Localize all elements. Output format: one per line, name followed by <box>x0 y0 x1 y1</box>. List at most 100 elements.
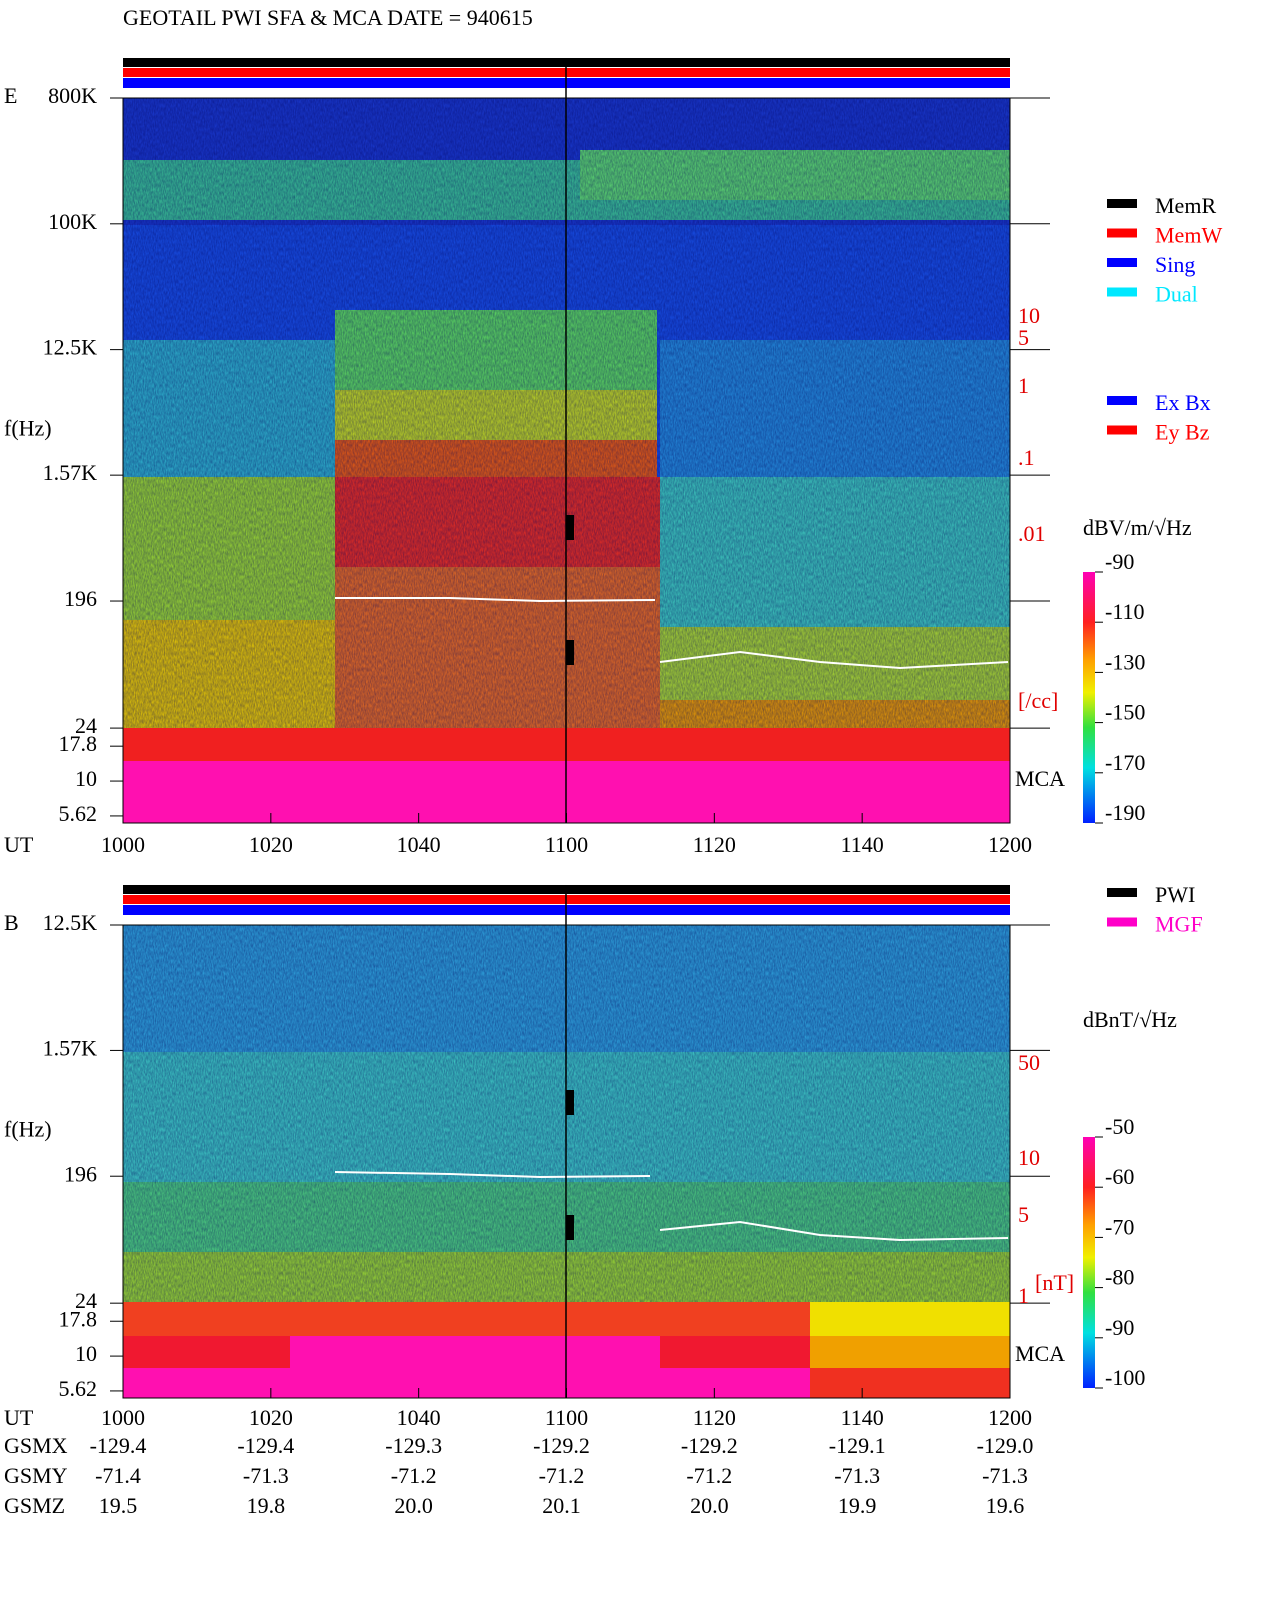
legend-label: MGF <box>1155 912 1203 937</box>
orbit-value: -129.4 <box>237 1433 294 1458</box>
colorbar-tick-label: -100 <box>1105 1365 1145 1390</box>
orbit-value: -71.2 <box>686 1463 732 1488</box>
y-tick-label: 24 <box>75 1288 97 1313</box>
y-tick-label: 10 <box>75 766 97 791</box>
density-tick-label: 10 <box>1018 303 1040 328</box>
colorbar-tick-label: -190 <box>1105 800 1145 825</box>
colorbar-tick-label: -130 <box>1105 649 1145 674</box>
density-tick-label: 10 <box>1018 1145 1040 1170</box>
density-tick-label: 5 <box>1018 325 1029 350</box>
colorbar-tick-label: -90 <box>1105 549 1134 574</box>
panel-label: E <box>4 83 17 108</box>
colorbar-tick-label: -110 <box>1105 599 1145 624</box>
x-tick-label: 1100 <box>545 832 588 857</box>
x-tick-label: 1000 <box>101 1405 145 1430</box>
density-tick-label: 1 <box>1018 1283 1029 1308</box>
x-tick-label: 1120 <box>693 832 736 857</box>
x-tick-label: 1040 <box>397 832 441 857</box>
legend-label: MemW <box>1155 223 1222 248</box>
legend-swatch <box>1107 425 1137 435</box>
legend-swatch <box>1107 917 1137 927</box>
legend-label: Dual <box>1155 282 1198 307</box>
orbit-value: -129.3 <box>385 1433 442 1458</box>
density-tick-label: .01 <box>1018 521 1046 546</box>
orbit-value: -129.2 <box>533 1433 590 1458</box>
y-tick-label: 1.57K <box>43 1035 98 1060</box>
orbit-value: -129.2 <box>681 1433 738 1458</box>
orbit-value: -71.3 <box>982 1463 1028 1488</box>
orbit-value: -71.3 <box>243 1463 289 1488</box>
colorbar-tick-label: -60 <box>1105 1164 1134 1189</box>
x-axis-label: UT <box>4 832 34 857</box>
colorbar-label: dBV/m/√Hz <box>1083 515 1192 540</box>
x-tick-label: 1140 <box>841 832 884 857</box>
orbit-value: -71.3 <box>834 1463 880 1488</box>
colorbar-label: dBnT/√Hz <box>1083 1007 1177 1032</box>
x-tick-label: 1120 <box>693 1405 736 1430</box>
density-unit: [nT] <box>1035 1270 1074 1295</box>
title: GEOTAIL PWI SFA & MCA DATE = 940615 <box>123 5 533 30</box>
x-tick-label: 1200 <box>988 832 1032 857</box>
orbit-value: -129.1 <box>829 1433 886 1458</box>
y-axis-label: f(Hz) <box>4 416 52 441</box>
panel-label: B <box>4 910 19 935</box>
colorbar-tick-label: -150 <box>1105 700 1145 725</box>
legend-swatch <box>1107 258 1137 267</box>
colorbar-tick-label: -90 <box>1105 1315 1134 1340</box>
colorbar-tick-label: -80 <box>1105 1265 1134 1290</box>
y-tick-label: 100K <box>48 209 97 234</box>
x-tick-label: 1200 <box>988 1405 1032 1430</box>
y-tick-label: 17.8 <box>59 731 98 756</box>
legend-swatch <box>1107 228 1137 238</box>
density-tick-label: .1 <box>1018 445 1035 470</box>
x-tick-label: 1020 <box>249 1405 293 1430</box>
x-tick-label: 1000 <box>101 832 145 857</box>
colorbar-tick-label: -170 <box>1105 750 1145 775</box>
orbit-value: 19.5 <box>99 1493 138 1518</box>
y-tick-label: 24 <box>75 713 97 738</box>
orbit-value: -71.4 <box>95 1463 141 1488</box>
y-tick-label: 196 <box>64 586 97 611</box>
y-tick-label: 17.8 <box>59 1306 98 1331</box>
orbit-value: -71.2 <box>539 1463 585 1488</box>
orbit-value: 19.8 <box>247 1493 286 1518</box>
legend-label: PWI <box>1155 882 1195 907</box>
y-tick-label: 10 <box>75 1341 97 1366</box>
y-tick-label: 1.57K <box>43 460 98 485</box>
orbit-row-label: GSMZ <box>4 1493 65 1518</box>
density-tick-label: 1 <box>1018 373 1029 398</box>
orbit-value: 19.6 <box>986 1493 1025 1518</box>
colorbar-tick-label: -70 <box>1105 1214 1134 1239</box>
orbit-value: -71.2 <box>391 1463 437 1488</box>
orbit-value: 20.1 <box>542 1493 581 1518</box>
y-axis-label: f(Hz) <box>4 1117 52 1142</box>
legend-swatch <box>1107 287 1137 297</box>
y-tick-label: 800K <box>48 83 97 108</box>
x-axis-label: UT <box>4 1405 34 1430</box>
legend-label: Sing <box>1155 252 1195 277</box>
mca-label: MCA <box>1015 1341 1065 1366</box>
orbit-value: -129.0 <box>977 1433 1034 1458</box>
orbit-value: 19.9 <box>838 1493 877 1518</box>
orbit-value: 20.0 <box>690 1493 729 1518</box>
status-bars <box>123 58 1095 1398</box>
density-tick-label: 5 <box>1018 1202 1029 1227</box>
x-tick-label: 1100 <box>545 1405 588 1430</box>
legend-swatch <box>1107 199 1137 208</box>
colorbar-tick-label: -50 <box>1105 1114 1134 1139</box>
legend-swatch <box>1107 396 1137 405</box>
orbit-row-label: GSMX <box>4 1433 68 1458</box>
legend-swatch <box>1107 888 1137 897</box>
x-tick-label: 1040 <box>397 1405 441 1430</box>
x-tick-label: 1020 <box>249 832 293 857</box>
density-tick-label: 50 <box>1018 1050 1040 1075</box>
legend-label: Ex Bx <box>1155 390 1211 415</box>
legend-label: MemR <box>1155 193 1216 218</box>
legend-label: Ey Bz <box>1155 420 1210 445</box>
y-tick-label: 5.62 <box>59 801 98 826</box>
orbit-row-label: GSMY <box>4 1463 68 1488</box>
density-unit: [/cc] <box>1018 688 1058 713</box>
orbit-value: -129.4 <box>90 1433 147 1458</box>
x-tick-label: 1140 <box>841 1405 884 1430</box>
